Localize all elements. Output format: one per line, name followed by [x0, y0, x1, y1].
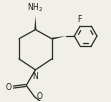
Text: N: N [32, 72, 38, 81]
Polygon shape [34, 16, 36, 30]
Polygon shape [52, 36, 66, 40]
Text: O: O [5, 83, 11, 92]
Text: F: F [77, 15, 81, 24]
Text: NH$_2$: NH$_2$ [27, 2, 44, 14]
Text: O: O [37, 92, 43, 101]
